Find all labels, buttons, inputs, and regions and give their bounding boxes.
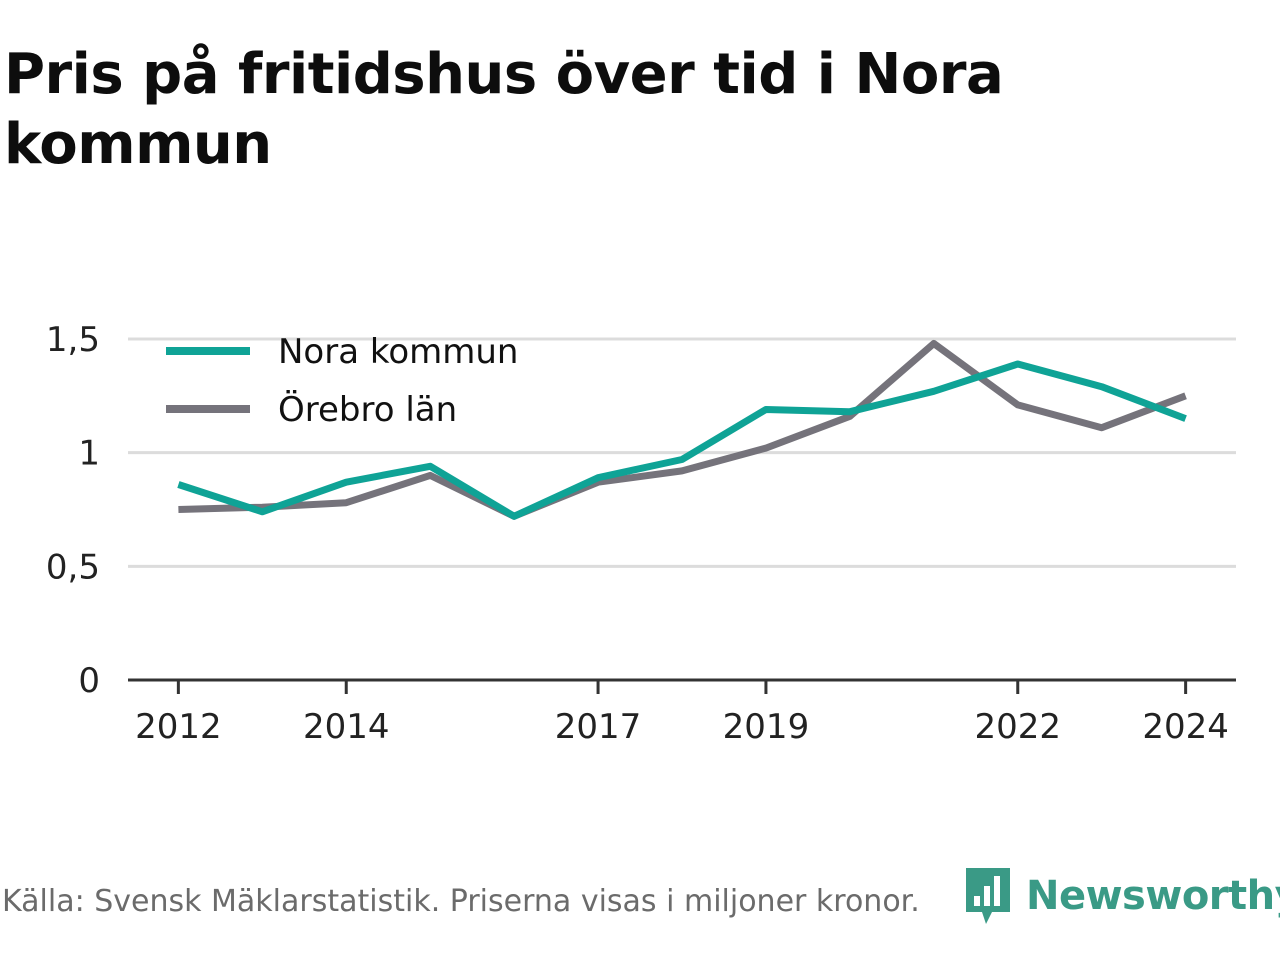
series-lines xyxy=(177,340,1187,520)
legend-label: Nora kommun xyxy=(278,332,518,372)
x-tick-label: 2012 xyxy=(135,707,222,747)
x-tick-label: 2019 xyxy=(723,707,810,747)
series-line-2 xyxy=(178,340,1187,520)
x-tick-label: 2017 xyxy=(555,707,642,747)
brand-name: Newsworthy xyxy=(1026,873,1280,919)
series-line-1 xyxy=(177,360,1187,520)
y-tick-label: 1,5 xyxy=(46,320,100,360)
y-tick-label: 0,5 xyxy=(46,547,100,587)
x-axis: 2012 2014 2017 2019 2022 2024 xyxy=(128,678,1236,747)
legend-label: Örebro län xyxy=(278,389,457,430)
legend: Nora kommun Örebro län xyxy=(166,332,518,430)
newsworthy-logo-icon xyxy=(966,868,1010,924)
brand-logo: Newsworthy xyxy=(962,864,1280,928)
source-note: Källa: Svensk Mäklarstatistik. Priserna … xyxy=(2,884,920,919)
x-tick-label: 2014 xyxy=(303,707,390,747)
gridlines xyxy=(128,337,1236,568)
x-tick-label: 2022 xyxy=(974,707,1061,747)
line-chart: 0 0,5 1 1,5 2012 2014 2017 2019 2022 2024 Nora k… xyxy=(46,320,1236,747)
chart-title: Pris på fritidshus över tid i Nora kommu… xyxy=(4,42,1004,177)
y-tick-label: 0 xyxy=(78,661,100,701)
x-tick-label: 2024 xyxy=(1142,707,1229,747)
y-tick-label: 1 xyxy=(78,434,100,474)
y-axis-ticks: 0 0,5 1 1,5 xyxy=(46,320,100,701)
